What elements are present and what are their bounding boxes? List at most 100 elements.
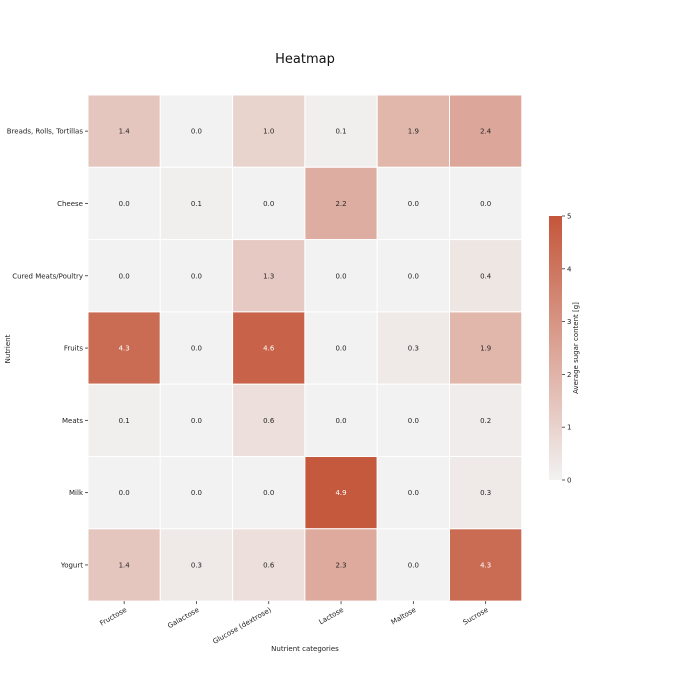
heatmap-cell bbox=[449, 94, 523, 168]
cell-value-label: 0.0 bbox=[335, 345, 346, 353]
cell-value-label: 2.3 bbox=[335, 561, 346, 569]
cell-value-label: 0.0 bbox=[119, 200, 130, 208]
cell-value-label: 1.9 bbox=[408, 128, 419, 136]
heatmap-cell bbox=[232, 528, 306, 602]
cell-value-label: 0.0 bbox=[408, 272, 419, 280]
cell-value-label: 2.4 bbox=[480, 128, 492, 136]
heatmap-cell bbox=[232, 311, 306, 385]
heatmap-cell bbox=[449, 239, 523, 313]
cell-value-label: 0.0 bbox=[191, 272, 202, 280]
heatmap-cell bbox=[304, 166, 378, 241]
cell-value-label: 0.0 bbox=[263, 200, 274, 208]
heatmap-cells: 1.4 0.0 1.0 0.1 1.9 2.4 0.0 0.1 0.0 2.2 0.0 0.0 0.0 0… bbox=[87, 94, 523, 602]
heatmap-cell bbox=[87, 456, 161, 530]
colorbar-tick-label: 5 bbox=[567, 213, 571, 221]
cell-value-label: 0.0 bbox=[119, 489, 130, 497]
colorbar-tick-label: 2 bbox=[567, 371, 571, 379]
cell-value-label: 1.4 bbox=[119, 561, 131, 569]
colorbar-tick-label: 3 bbox=[567, 318, 571, 326]
heatmap-cell bbox=[449, 383, 523, 458]
cell-value-label: 1.0 bbox=[263, 128, 274, 136]
x-tick-label: Lactose bbox=[318, 606, 345, 626]
y-axis-ticks: Breads, Rolls, Tortillas Cheese Cured Meat… bbox=[7, 128, 88, 569]
cell-value-label: 0.2 bbox=[480, 417, 491, 425]
colorbar-tick-label: 0 bbox=[567, 477, 571, 485]
cell-value-label: 0.0 bbox=[408, 200, 419, 208]
heatmap-cell bbox=[376, 311, 451, 385]
cell-value-label: 0.0 bbox=[408, 489, 419, 497]
heatmap-cell bbox=[304, 311, 378, 385]
y-tick-label: Meats bbox=[62, 417, 83, 425]
heatmap-cell bbox=[304, 528, 378, 602]
colorbar: 0 1 2 3 4 5 Average sugar content [g] bbox=[549, 213, 580, 485]
x-axis-ticks: Fructose Galactose Glucose (dextrose) Lacto… bbox=[98, 601, 490, 646]
colorbar-tick-label: 4 bbox=[567, 265, 572, 273]
heatmap-cell bbox=[449, 528, 523, 602]
cell-value-label: 0.0 bbox=[408, 561, 419, 569]
heatmap-cell bbox=[159, 528, 234, 602]
y-tick-label: Breads, Rolls, Tortillas bbox=[7, 128, 84, 136]
heatmap-cell bbox=[159, 239, 234, 313]
colorbar-ticks: 0 1 2 3 4 5 bbox=[562, 213, 572, 485]
colorbar-tick-label: 1 bbox=[567, 424, 571, 432]
cell-value-label: 0.0 bbox=[408, 417, 419, 425]
heatmap-cell bbox=[449, 311, 523, 385]
heatmap-cell bbox=[87, 528, 161, 602]
heatmap-cell bbox=[376, 383, 451, 458]
y-tick-label: Cured Meats/Poultry bbox=[12, 272, 83, 280]
cell-value-label: 0.0 bbox=[335, 272, 346, 280]
heatmap-cell bbox=[449, 166, 523, 241]
cell-value-label: 0.0 bbox=[191, 128, 202, 136]
heatmap-cell bbox=[449, 456, 523, 530]
heatmap-cell bbox=[159, 311, 234, 385]
cell-value-label: 0.3 bbox=[191, 561, 202, 569]
cell-value-label: 2.2 bbox=[335, 200, 346, 208]
cell-value-label: 0.0 bbox=[191, 345, 202, 353]
cell-value-label: 0.0 bbox=[335, 417, 346, 425]
x-tick-label: Fructose bbox=[98, 606, 128, 628]
cell-value-label: 0.0 bbox=[191, 417, 202, 425]
heatmap-cell bbox=[232, 94, 306, 168]
cell-value-label: 0.1 bbox=[119, 417, 130, 425]
heatmap-cell bbox=[304, 383, 378, 458]
x-axis-label: Nutrient categories bbox=[271, 645, 339, 653]
cell-value-label: 1.3 bbox=[263, 272, 274, 280]
cell-value-label: 0.4 bbox=[480, 272, 492, 280]
cell-value-label: 0.3 bbox=[408, 345, 419, 353]
cell-value-label: 4.6 bbox=[263, 345, 275, 353]
y-axis-label: Nutrient bbox=[4, 334, 12, 363]
cell-value-label: 0.0 bbox=[480, 200, 491, 208]
y-tick-label: Cheese bbox=[57, 200, 83, 208]
cell-value-label: 0.0 bbox=[119, 272, 130, 280]
heatmap-cell bbox=[376, 456, 451, 530]
cell-value-label: 0.1 bbox=[191, 200, 202, 208]
cell-value-label: 4.3 bbox=[480, 561, 491, 569]
cell-value-label: 0.0 bbox=[263, 489, 274, 497]
colorbar-label: Average sugar content [g] bbox=[572, 302, 580, 394]
cell-value-label: 0.6 bbox=[263, 561, 275, 569]
heatmap-cell bbox=[159, 166, 234, 241]
y-tick-label: Milk bbox=[69, 489, 84, 497]
cell-value-label: 0.1 bbox=[335, 128, 346, 136]
heatmap-cell bbox=[87, 383, 161, 458]
cell-value-label: 1.4 bbox=[119, 128, 131, 136]
heatmap-cell bbox=[232, 383, 306, 458]
cell-value-label: 4.3 bbox=[119, 345, 130, 353]
cell-value-label: 1.9 bbox=[480, 345, 491, 353]
chart-title: Heatmap bbox=[275, 52, 335, 67]
heatmap-cell bbox=[304, 94, 378, 168]
x-tick-label: Galactose bbox=[166, 606, 200, 630]
heatmap-cell bbox=[376, 239, 451, 313]
y-tick-label: Fruits bbox=[64, 345, 84, 353]
heatmap-cell bbox=[159, 94, 234, 168]
cell-value-label: 0.0 bbox=[191, 489, 202, 497]
x-tick-label: Glucose (dextrose) bbox=[212, 606, 273, 646]
x-tick-label: Maltose bbox=[390, 606, 418, 627]
cell-value-label: 0.6 bbox=[263, 417, 275, 425]
heatmap-cell bbox=[304, 239, 378, 313]
heatmap-cell bbox=[87, 311, 161, 385]
y-tick-label: Yogurt bbox=[60, 561, 83, 569]
cell-value-label: 4.9 bbox=[335, 489, 346, 497]
cell-value-label: 0.3 bbox=[480, 489, 491, 497]
